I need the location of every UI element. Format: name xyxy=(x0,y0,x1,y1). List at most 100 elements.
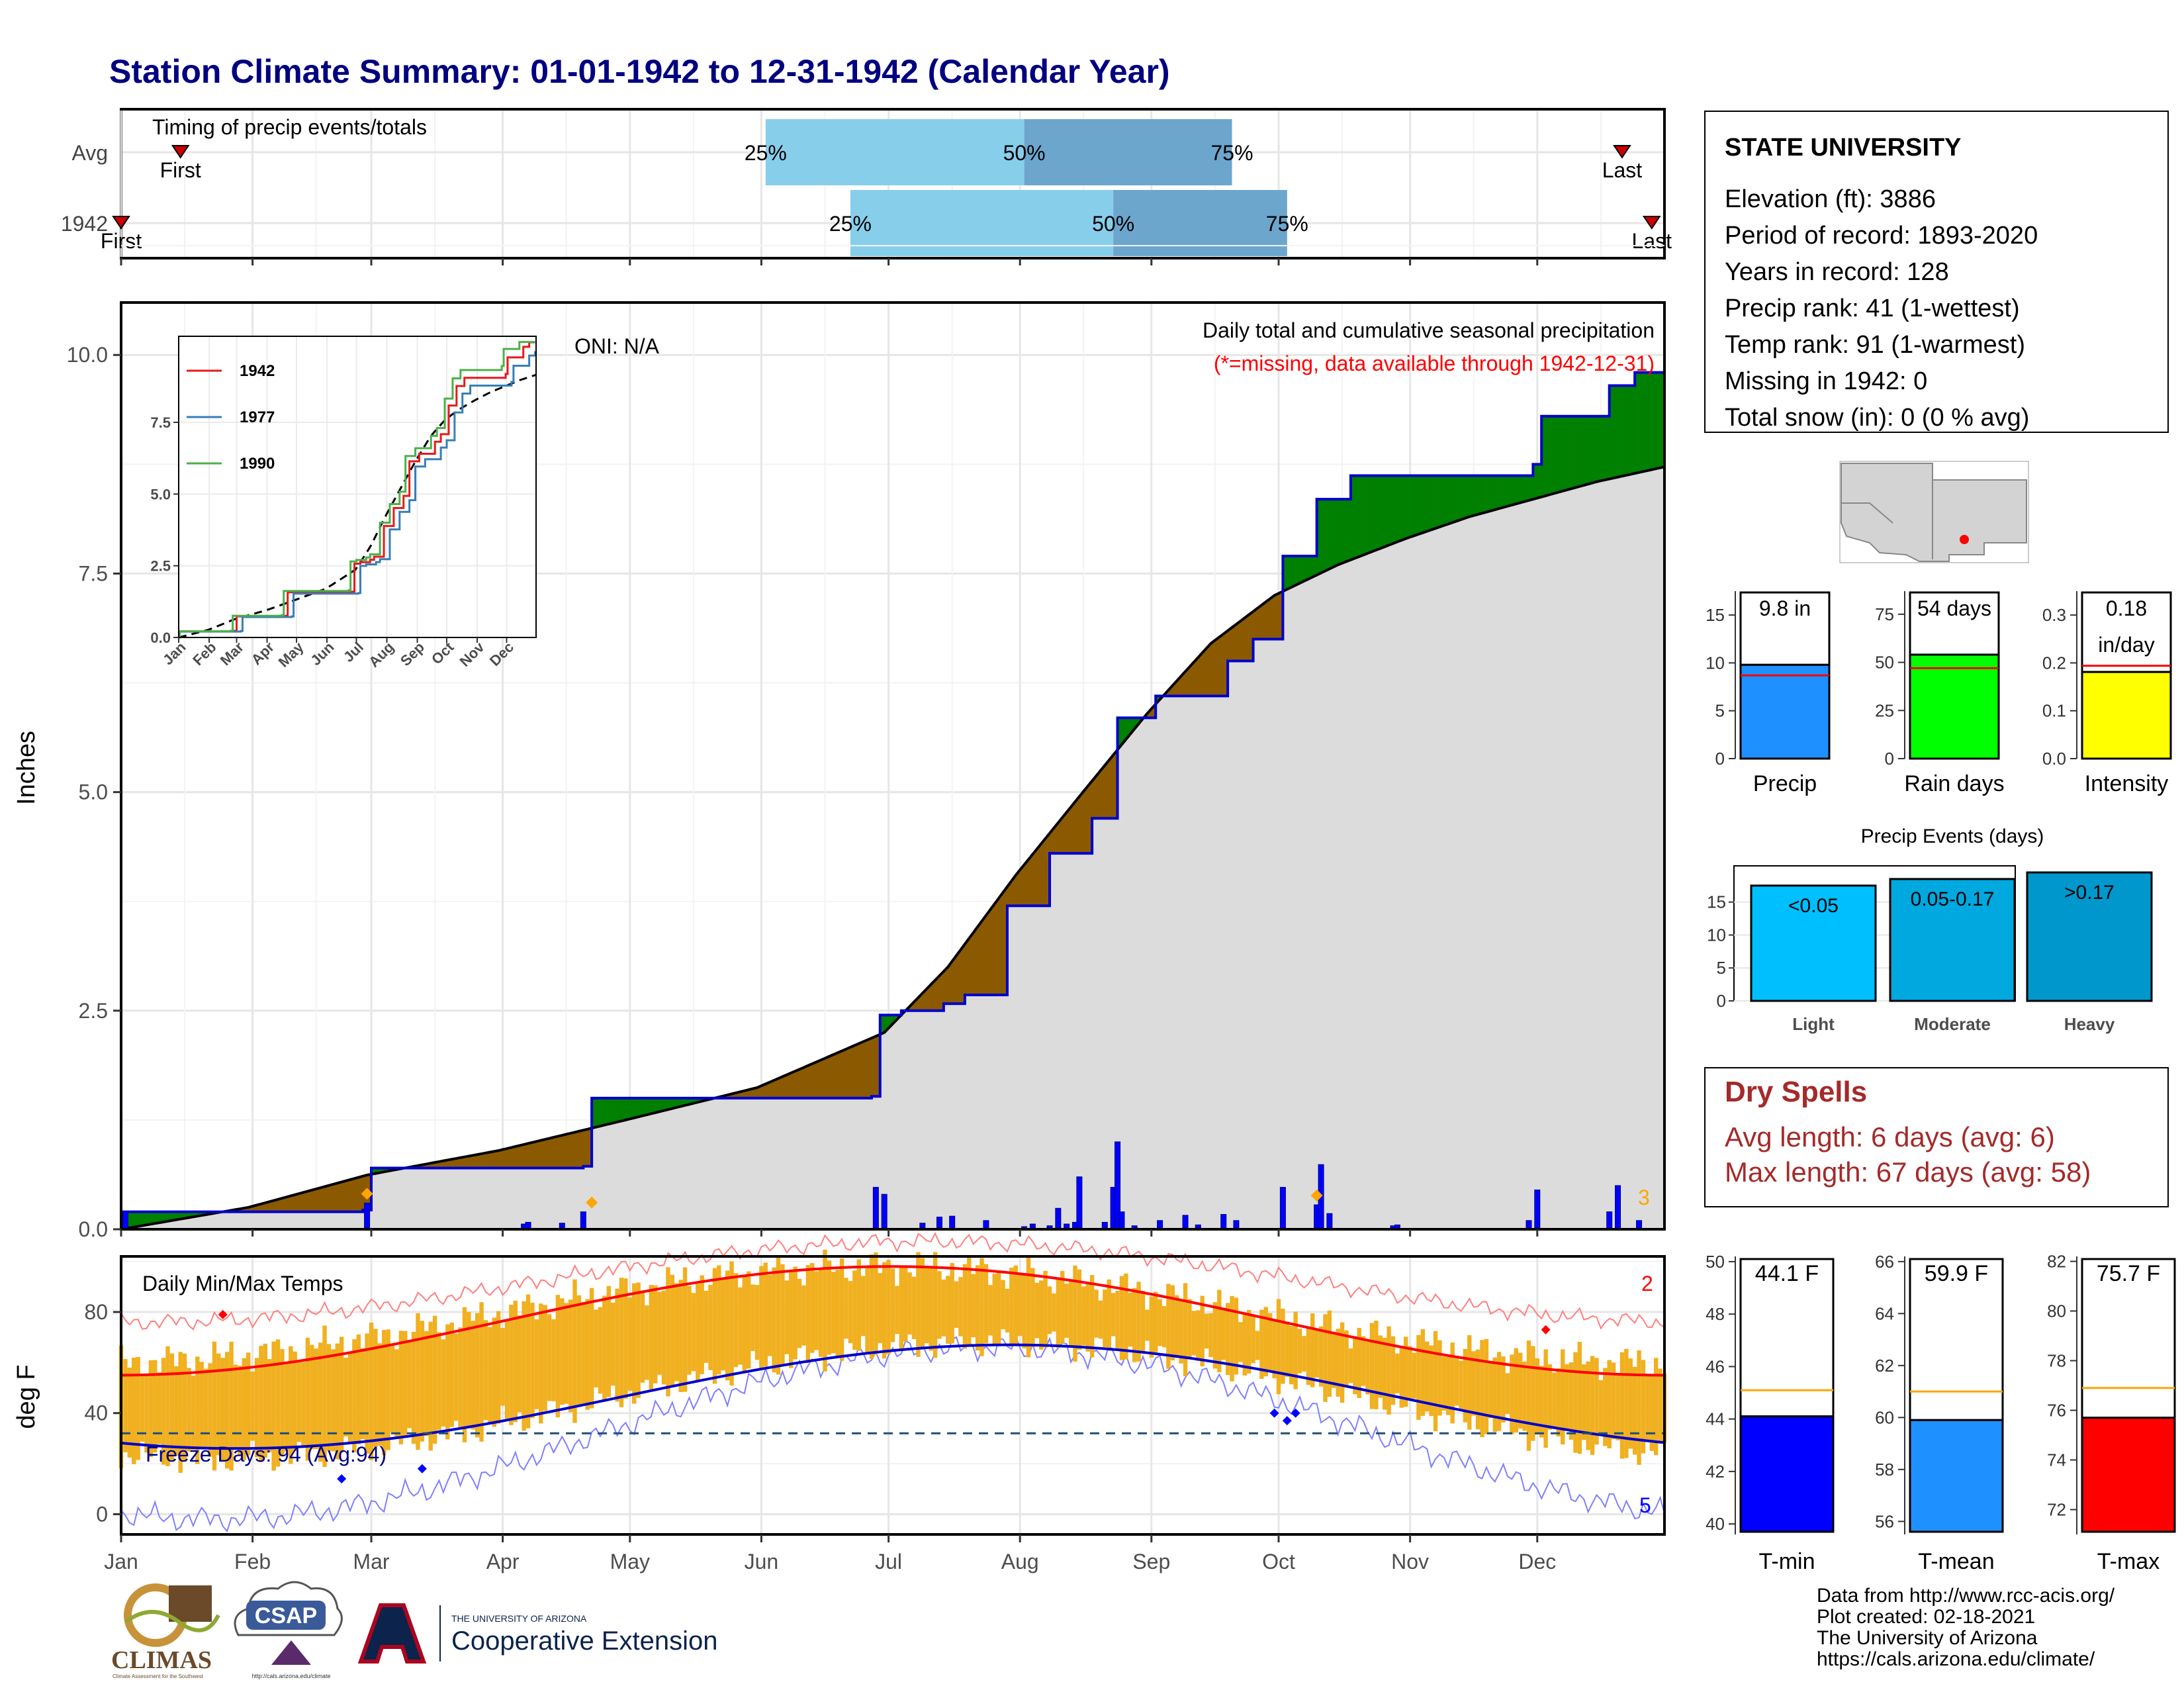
daily-temp-range-bar xyxy=(191,1375,196,1450)
daily-temp-range-bar xyxy=(420,1321,425,1442)
footer-line-1: Data from http://www.rcc-acis.org/ xyxy=(1817,1585,2115,1607)
record-precip-marker-icon xyxy=(1310,1190,1323,1202)
daily-temp-range-bar xyxy=(975,1265,980,1351)
precip-y-tick-label: 10.0 xyxy=(67,343,108,367)
daily-temp-range-bar xyxy=(1111,1293,1116,1336)
departure-area xyxy=(1040,837,1046,906)
precip-events: Precip Events (days) 0 5 10 15 <0.05 Light 0.0… xyxy=(1707,825,2153,1034)
daily-temp-range-bar xyxy=(903,1266,908,1342)
daily-temp-range-bar xyxy=(437,1332,441,1430)
record-temp-marker-icon xyxy=(1541,1325,1551,1335)
month-tick-label: Mar xyxy=(353,1550,389,1573)
daily-temp-range-bar xyxy=(1060,1271,1065,1344)
departure-area xyxy=(1469,475,1474,517)
daily-temp-range-bar xyxy=(776,1255,781,1375)
departure-area xyxy=(1579,416,1584,487)
station-box xyxy=(1704,111,2169,433)
timing-pct-label: 25% xyxy=(829,212,872,236)
temp-box-y-tick-label: 80 xyxy=(2047,1301,2066,1321)
temp-y-tick-label: 80 xyxy=(84,1300,108,1324)
daily-temp-range-bar xyxy=(725,1270,730,1381)
daily-temp-range-bar xyxy=(890,1268,895,1342)
missing-note: (*=missing, data available through 1942-… xyxy=(1214,352,1655,375)
daily-temp-range-bar xyxy=(534,1319,539,1409)
daily-temp-range-bar xyxy=(1416,1335,1421,1420)
daily-temp-range-bar xyxy=(1225,1303,1230,1376)
summary-y-tick-label: 75 xyxy=(1875,604,1894,624)
daily-temp-range-bar xyxy=(1212,1302,1218,1369)
departure-area xyxy=(1380,475,1385,549)
daily-temp-range-bar xyxy=(1314,1329,1319,1378)
record-low-line xyxy=(120,1334,1665,1533)
record-high-line xyxy=(120,1232,1665,1331)
departure-area xyxy=(1655,372,1661,469)
summary-value-unit: in/day xyxy=(2098,633,2154,657)
daily-temp-range-bar xyxy=(661,1290,666,1385)
daily-temp-range-bar xyxy=(1408,1346,1412,1399)
summary-y-tick-label: 0.0 xyxy=(2042,749,2066,769)
daily-temp-range-bar xyxy=(144,1374,149,1453)
departure-area xyxy=(1422,475,1428,534)
daily-temp-range-bar xyxy=(1561,1349,1565,1445)
departure-area xyxy=(536,1140,541,1168)
daily-temp-range-bar xyxy=(1586,1361,1590,1450)
daily-temp-range-bar xyxy=(818,1268,823,1357)
daily-temp-range-bar xyxy=(1234,1297,1239,1375)
daily-temp-range-bar xyxy=(157,1372,161,1444)
daily-temp-range-bar xyxy=(1056,1279,1061,1348)
daily-temp-range-bar xyxy=(1637,1350,1641,1465)
daily-temp-range-bar xyxy=(1276,1299,1281,1395)
departure-area xyxy=(1477,475,1482,515)
daily-temp-range-bar xyxy=(1115,1291,1120,1350)
daily-temp-range-bar xyxy=(140,1376,145,1442)
daily-temp-range-bar xyxy=(1281,1309,1285,1384)
departure-area xyxy=(1261,601,1267,639)
departure-area xyxy=(1605,416,1610,481)
month-tick-label: Dec xyxy=(1518,1550,1556,1573)
daily-temp-range-bar xyxy=(453,1333,459,1421)
departure-area xyxy=(1308,555,1313,580)
events-bar-label: Moderate xyxy=(1914,1014,1991,1034)
departure-area xyxy=(286,1196,291,1212)
departure-area xyxy=(1465,475,1470,519)
departure-area xyxy=(812,1061,817,1099)
daily-temp-range-bar xyxy=(1594,1358,1599,1445)
temp-box-frame xyxy=(2081,1258,2176,1419)
daily-temp-range-bar xyxy=(509,1304,514,1425)
daily-temp-range-bar xyxy=(1522,1361,1527,1431)
departure-area xyxy=(349,1178,355,1212)
daily-temp-range-bar xyxy=(1145,1309,1150,1341)
daily-temp-range-bar xyxy=(1607,1360,1612,1448)
daily-temp-range-bar xyxy=(390,1343,395,1432)
inset-legend-label: 1942 xyxy=(240,362,275,380)
departure-area xyxy=(1287,555,1292,590)
daily-temp-range-bar xyxy=(971,1274,976,1338)
departure-area xyxy=(138,1211,143,1227)
footer-line-3: The University of Arizona xyxy=(1817,1627,2038,1649)
record-temp-marker-icon xyxy=(337,1474,347,1483)
daily-temp-range-bar xyxy=(305,1337,310,1461)
timing-panel: Timing of precip events/totals Avg 25% 50%… xyxy=(61,108,1672,259)
departure-area xyxy=(1032,848,1038,906)
daily-precip-bar xyxy=(881,1194,887,1230)
daily-temp-range-bar xyxy=(1450,1342,1455,1424)
daily-temp-range-bar xyxy=(441,1339,446,1427)
daily-temp-range-bar xyxy=(1246,1309,1251,1374)
departure-area xyxy=(867,1037,872,1099)
departure-area xyxy=(638,1098,643,1117)
departure-area xyxy=(1461,475,1466,520)
daily-temp-range-bar xyxy=(233,1364,238,1450)
departure-area xyxy=(485,1152,490,1168)
station-line: Missing in 1942: 0 xyxy=(1725,367,1927,395)
events-y-tick-label: 10 xyxy=(1707,925,1726,945)
daily-temp-range-bar xyxy=(636,1282,641,1398)
departure-area xyxy=(786,1072,792,1099)
events-range-label: >0.17 xyxy=(2064,882,2115,904)
daily-temp-range-bar xyxy=(937,1271,942,1339)
summary-value-label: 0.18 xyxy=(2106,596,2147,620)
departure-area xyxy=(557,1135,563,1168)
station-lines: Elevation (ft): 3886 Period of record: 18… xyxy=(1725,185,2038,432)
daily-temp-range-bar xyxy=(326,1344,332,1451)
daily-temp-range-bar xyxy=(1582,1364,1586,1440)
daily-temp-range-bar xyxy=(865,1266,870,1352)
